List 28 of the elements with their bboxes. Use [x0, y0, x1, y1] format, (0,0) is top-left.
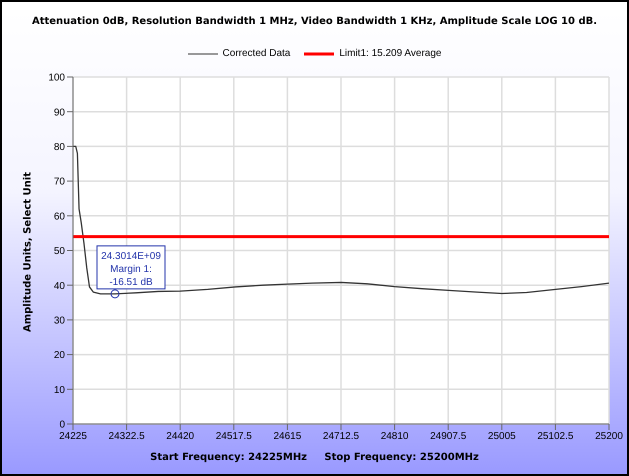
- y-tick-label: 80: [54, 142, 66, 153]
- y-tick-label: 90: [54, 107, 66, 118]
- y-tick-label: 60: [54, 211, 66, 222]
- x-tick-label: 24517.5: [216, 431, 252, 442]
- y-tick-label: 20: [54, 350, 66, 362]
- x-tick-label: 24322.5: [108, 431, 146, 442]
- y-tick-label: 0: [59, 420, 66, 431]
- y-tick-label: 30: [54, 315, 66, 326]
- chart-title: Attenuation 0dB, Resolution Bandwidth 1 MHz, Video Bandwidth 1 KHz, Amplitude Scale LOG 10 dB.: [30, 16, 598, 27]
- y-tick-label: 40: [54, 280, 66, 292]
- x-tick-label: 25005: [488, 431, 516, 442]
- x-tick-label: 24907.5: [430, 431, 467, 442]
- legend-label: Corrected Data: [222, 48, 290, 59]
- x-tick-label: 24420: [166, 431, 195, 442]
- y-axis-title: Amplitude Units, Select Unit: [22, 172, 34, 332]
- x-tick-label: 25200: [595, 431, 624, 442]
- y-tick-label: 100: [48, 72, 66, 84]
- y-tick-label: 10: [54, 384, 66, 396]
- x-tick-label: 24810: [380, 431, 409, 442]
- x-tick-label: 24712.5: [322, 431, 360, 442]
- y-tick-label: 70: [54, 176, 66, 188]
- x-tick-label: 25102.5: [537, 431, 574, 442]
- legend-label: Limit1: 15.209 Average: [338, 48, 442, 59]
- annotation: 24.3014E+09 Margin 1: -16.51 dB: [101, 250, 162, 288]
- x-tick-label: 24225: [59, 431, 88, 442]
- x-tick-label: 24615: [273, 431, 302, 442]
- x-axis-title: Start Frequency: 24225MHz Stop Frequency: 25200MHz: [149, 452, 480, 463]
- y-tick-label: 50: [54, 246, 66, 258]
